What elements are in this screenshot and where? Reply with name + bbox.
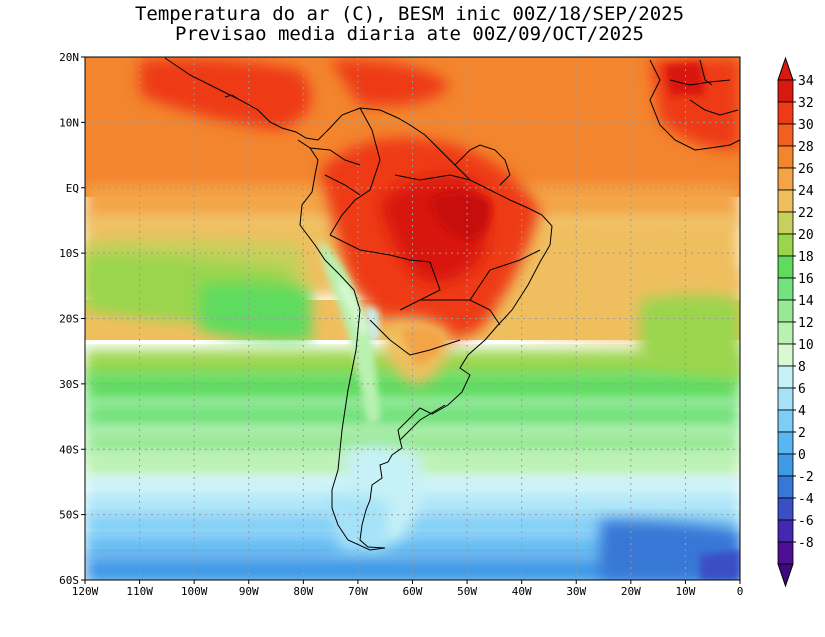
lon-label: 110W xyxy=(126,585,153,598)
lon-label: 120W xyxy=(72,585,99,598)
colorbar-swatch xyxy=(777,145,794,169)
colorbar-swatch xyxy=(777,321,794,345)
colorbar-label: 22 xyxy=(798,206,814,221)
lon-label: 10W xyxy=(675,585,695,598)
colorbar-swatch xyxy=(777,255,794,279)
colorbar-label: 20 xyxy=(798,228,814,243)
colorbar-swatch xyxy=(777,79,794,103)
lat-label: 10S xyxy=(59,247,79,260)
colorbar-label: 26 xyxy=(798,162,814,177)
colorbar-swatch xyxy=(777,277,794,301)
lon-label: 90W xyxy=(239,585,259,598)
colorbar-label: 14 xyxy=(798,294,814,309)
colorbar-label: -6 xyxy=(798,514,814,529)
colorbar-label: 30 xyxy=(798,118,814,133)
colorbar-swatch xyxy=(777,365,794,389)
colorbar-label: 4 xyxy=(798,404,806,419)
lon-label: 20W xyxy=(621,585,641,598)
colorbar-label: 12 xyxy=(798,316,814,331)
colorbar-swatch xyxy=(777,211,794,235)
lon-label: 0 xyxy=(737,585,744,598)
lon-label: 40W xyxy=(512,585,532,598)
colorbar-label: -4 xyxy=(798,492,814,507)
lat-label: 60S xyxy=(59,574,79,587)
lat-label: 40S xyxy=(59,443,79,456)
colorbar-swatch xyxy=(777,343,794,367)
colorbar-label: 0 xyxy=(798,448,806,463)
colorbar-swatch xyxy=(777,299,794,323)
colorbar-label: 10 xyxy=(798,338,814,353)
colorbar-label: 6 xyxy=(798,382,806,397)
lat-label: 20S xyxy=(59,313,79,326)
lat-label: 50S xyxy=(59,509,79,522)
lon-label: 30W xyxy=(566,585,586,598)
colorbar-label: 8 xyxy=(798,360,806,375)
colorbar-swatch xyxy=(777,431,794,455)
colorbar-swatch xyxy=(777,409,794,433)
map-title-line1: Temperatura do ar (C), BESM inic 00Z/18/… xyxy=(134,3,685,25)
coastlines xyxy=(164,57,740,551)
lon-label: 60W xyxy=(403,585,423,598)
lon-label: 70W xyxy=(348,585,368,598)
latitude-axis: 20N 10N EQ 10S 20S 30S 40S 50S 60S xyxy=(59,51,85,587)
lon-label: 80W xyxy=(293,585,313,598)
colorbar-swatch xyxy=(777,453,794,477)
lon-label: 50W xyxy=(457,585,477,598)
colorbar-swatch xyxy=(777,541,794,565)
colorbar-label: 2 xyxy=(798,426,806,441)
colorbar-swatch xyxy=(777,101,794,125)
colorbar-bottom-arrow xyxy=(777,563,794,588)
colorbar-swatch xyxy=(777,167,794,191)
colorbar-top-arrow xyxy=(777,56,794,81)
colorbar-swatch xyxy=(777,189,794,213)
colorbar-label: 32 xyxy=(798,96,814,111)
lat-label: 30S xyxy=(59,378,79,391)
lat-label: 10N xyxy=(59,116,79,129)
colorbar-swatch xyxy=(777,123,794,147)
map-title-line2: Previsao media diaria ate 00Z/09/OCT/202… xyxy=(175,23,644,45)
colorbar-label: 34 xyxy=(798,74,814,89)
colorbar-label: -8 xyxy=(798,536,814,551)
lat-label: 20N xyxy=(59,51,79,64)
lat-label: EQ xyxy=(66,182,79,195)
colorbar-swatch xyxy=(777,497,794,521)
colorbar-label: -2 xyxy=(798,470,814,485)
colorbar-label: 18 xyxy=(798,250,814,265)
grid-lines xyxy=(85,57,740,580)
colorbar-label: 24 xyxy=(798,184,814,199)
colorbar-label: 16 xyxy=(798,272,814,287)
colorbar-swatch xyxy=(777,233,794,257)
colorbar-label: 28 xyxy=(798,140,814,155)
colorbar-swatch xyxy=(777,475,794,499)
colorbar-swatch xyxy=(777,519,794,543)
colorbar-swatch xyxy=(777,387,794,411)
longitude-axis: 120W 110W 100W 90W 80W 70W 60W 50W 40W 30W 20W 10W 0 xyxy=(72,580,744,598)
lon-label: 100W xyxy=(181,585,208,598)
